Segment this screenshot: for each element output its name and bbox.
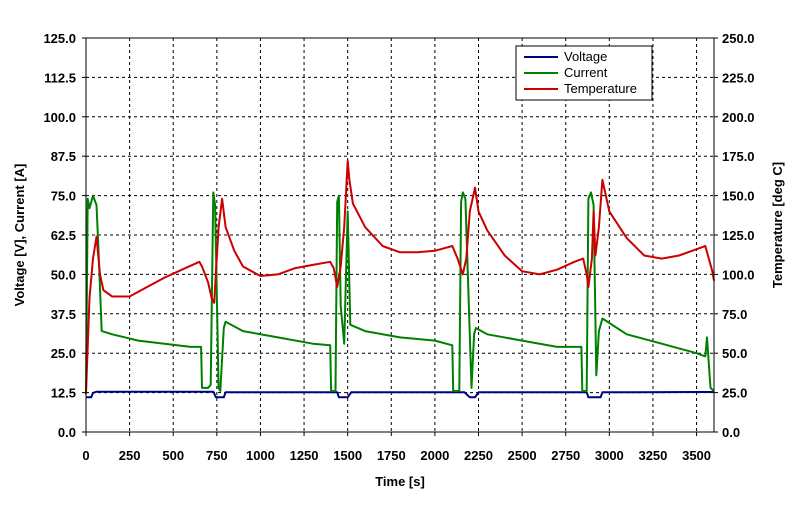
right-y-axis-title: Temperature [deg C] — [770, 162, 785, 288]
left-y-tick-label: 12.5 — [51, 386, 76, 401]
legend-label-current: Current — [564, 65, 608, 80]
left-y-tick-label: 50.0 — [51, 267, 76, 282]
legend-label-temperature: Temperature — [564, 81, 637, 96]
right-y-tick-label: 100.0 — [722, 267, 755, 282]
x-axis-title: Time [s] — [375, 474, 425, 489]
x-tick-label: 1250 — [290, 448, 319, 463]
x-tick-label: 3500 — [682, 448, 711, 463]
right-y-axis-ticks: 0.0 25.0 50.0 75.0 100.0 125.0 150.0 175.0 200.0… — [714, 31, 755, 440]
left-y-tick-label: 0.0 — [58, 425, 76, 440]
x-tick-label: 3250 — [638, 448, 667, 463]
right-y-tick-label: 50.0 — [722, 346, 747, 361]
x-tick-label: 3000 — [595, 448, 624, 463]
right-y-tick-label: 125.0 — [722, 228, 755, 243]
left-y-tick-label: 37.5 — [51, 307, 76, 322]
left-y-axis-title: Voltage [V], Current [A] — [12, 164, 27, 307]
left-y-tick-label: 62.5 — [51, 228, 76, 243]
x-tick-label: 0 — [82, 448, 89, 463]
right-y-tick-label: 200.0 — [722, 110, 755, 125]
x-tick-label: 750 — [206, 448, 228, 463]
series-layer — [85, 159, 715, 399]
left-y-tick-label: 25.0 — [51, 346, 76, 361]
right-y-tick-label: 175.0 — [722, 149, 755, 164]
left-y-axis-ticks: 0.0 12.5 25.0 37.5 50.0 62.5 75.0 87.5 100.0 112.… — [43, 31, 86, 440]
series-line-temperature — [85, 159, 715, 393]
left-y-tick-label: 87.5 — [51, 149, 76, 164]
x-tick-label: 1500 — [333, 448, 362, 463]
left-y-tick-label: 75.0 — [51, 189, 76, 204]
x-axis-ticks: 0 250 500 750 1000 1250 1500 1750 2000 2250 2500 27… — [82, 432, 711, 463]
x-tick-label: 1750 — [377, 448, 406, 463]
legend: Voltage Current Temperature — [515, 45, 653, 101]
x-tick-label: 2750 — [551, 448, 580, 463]
left-y-tick-label: 112.5 — [44, 70, 76, 85]
legend-label-voltage: Voltage — [564, 49, 607, 64]
right-y-tick-label: 25.0 — [722, 386, 747, 401]
right-y-tick-label: 0.0 — [722, 425, 740, 440]
x-tick-label: 1000 — [246, 448, 275, 463]
right-y-tick-label: 150.0 — [722, 189, 755, 204]
left-y-tick-label: 125.0 — [43, 31, 76, 46]
series-line-current — [85, 191, 715, 395]
x-tick-label: 2500 — [508, 448, 537, 463]
right-y-tick-label: 75.0 — [722, 307, 747, 322]
right-y-tick-label: 225.0 — [722, 70, 755, 85]
x-tick-label: 2000 — [420, 448, 449, 463]
x-tick-label: 250 — [119, 448, 141, 463]
series-line-voltage — [86, 390, 714, 399]
x-tick-label: 2250 — [464, 448, 493, 463]
left-y-tick-label: 100.0 — [43, 110, 76, 125]
x-tick-label: 500 — [162, 448, 184, 463]
right-y-tick-label: 250.0 — [722, 31, 755, 46]
